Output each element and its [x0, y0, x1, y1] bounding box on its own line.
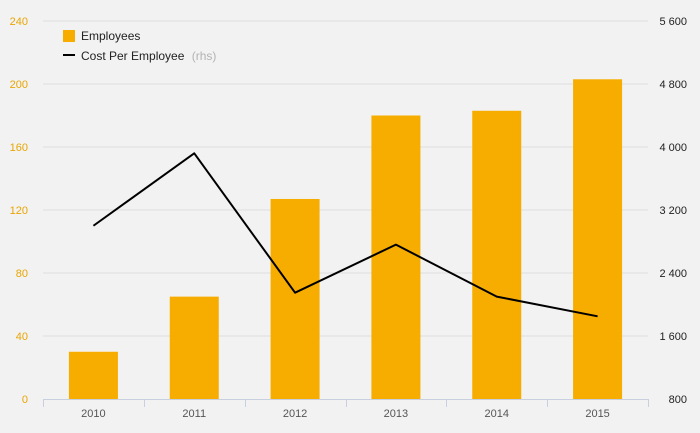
x-tick-label: 2015	[585, 408, 609, 420]
legend-label-rhs: (rhs)	[192, 49, 217, 63]
bar-employees-2015	[573, 79, 623, 400]
y-left-tick-label: 200	[10, 79, 28, 91]
x-tick-label: 2012	[283, 408, 307, 420]
y-right-tick-label: 2 400	[659, 268, 687, 280]
legend-swatch-employees	[63, 30, 75, 42]
legend-label-cost-text: Cost Per Employee	[81, 49, 185, 63]
y-left-tick-label: 240	[10, 16, 28, 28]
bar-series-employees	[68, 79, 623, 400]
legend-label-cost-per-employee: Cost Per Employee (rhs)	[81, 49, 216, 63]
x-tick-label: 2013	[384, 408, 408, 420]
y-right-tick-label: 4 000	[659, 142, 687, 154]
y-right-tick-label: 4 800	[659, 79, 687, 91]
y-right-tick-label: 3 200	[659, 205, 687, 217]
y-left-tick-label: 120	[10, 205, 28, 217]
x-tick-label: 2014	[485, 408, 509, 420]
gridlines	[43, 20, 648, 337]
bar-employees-2010	[68, 351, 118, 399]
y-left-tick-label: 40	[16, 331, 28, 343]
legend: Employees Cost Per Employee (rhs)	[63, 29, 216, 63]
x-tick-label: 2010	[81, 408, 105, 420]
line-series-cost-per-employee	[92, 152, 598, 318]
x-tick-label: 2011	[182, 408, 206, 420]
y-left-tick-label: 80	[16, 268, 28, 280]
bar-employees-2011	[169, 296, 219, 399]
y-left-tick-label: 160	[10, 142, 28, 154]
legend-label-employees: Employees	[81, 29, 140, 43]
x-axis	[43, 399, 649, 407]
y-right-tick-label: 5 600	[659, 16, 687, 28]
y-axis-left: 0 40 80 120 160 200 240	[10, 16, 28, 406]
bar-employees-2014	[472, 110, 522, 400]
y-axis-right: 800 1 600 2 400 3 200 4 000 4 800 5 600	[659, 16, 687, 406]
line-cost-per-employee	[92, 152, 598, 318]
bar-employees-2012	[270, 198, 320, 399]
y-right-tick-label: 800	[669, 394, 687, 406]
bar-employees-2013	[371, 115, 421, 399]
y-left-tick-label: 0	[22, 394, 28, 406]
y-right-tick-label: 1 600	[659, 331, 687, 343]
x-axis-ticks: 2010 2011 2012 2013 2014 2015	[81, 408, 610, 420]
